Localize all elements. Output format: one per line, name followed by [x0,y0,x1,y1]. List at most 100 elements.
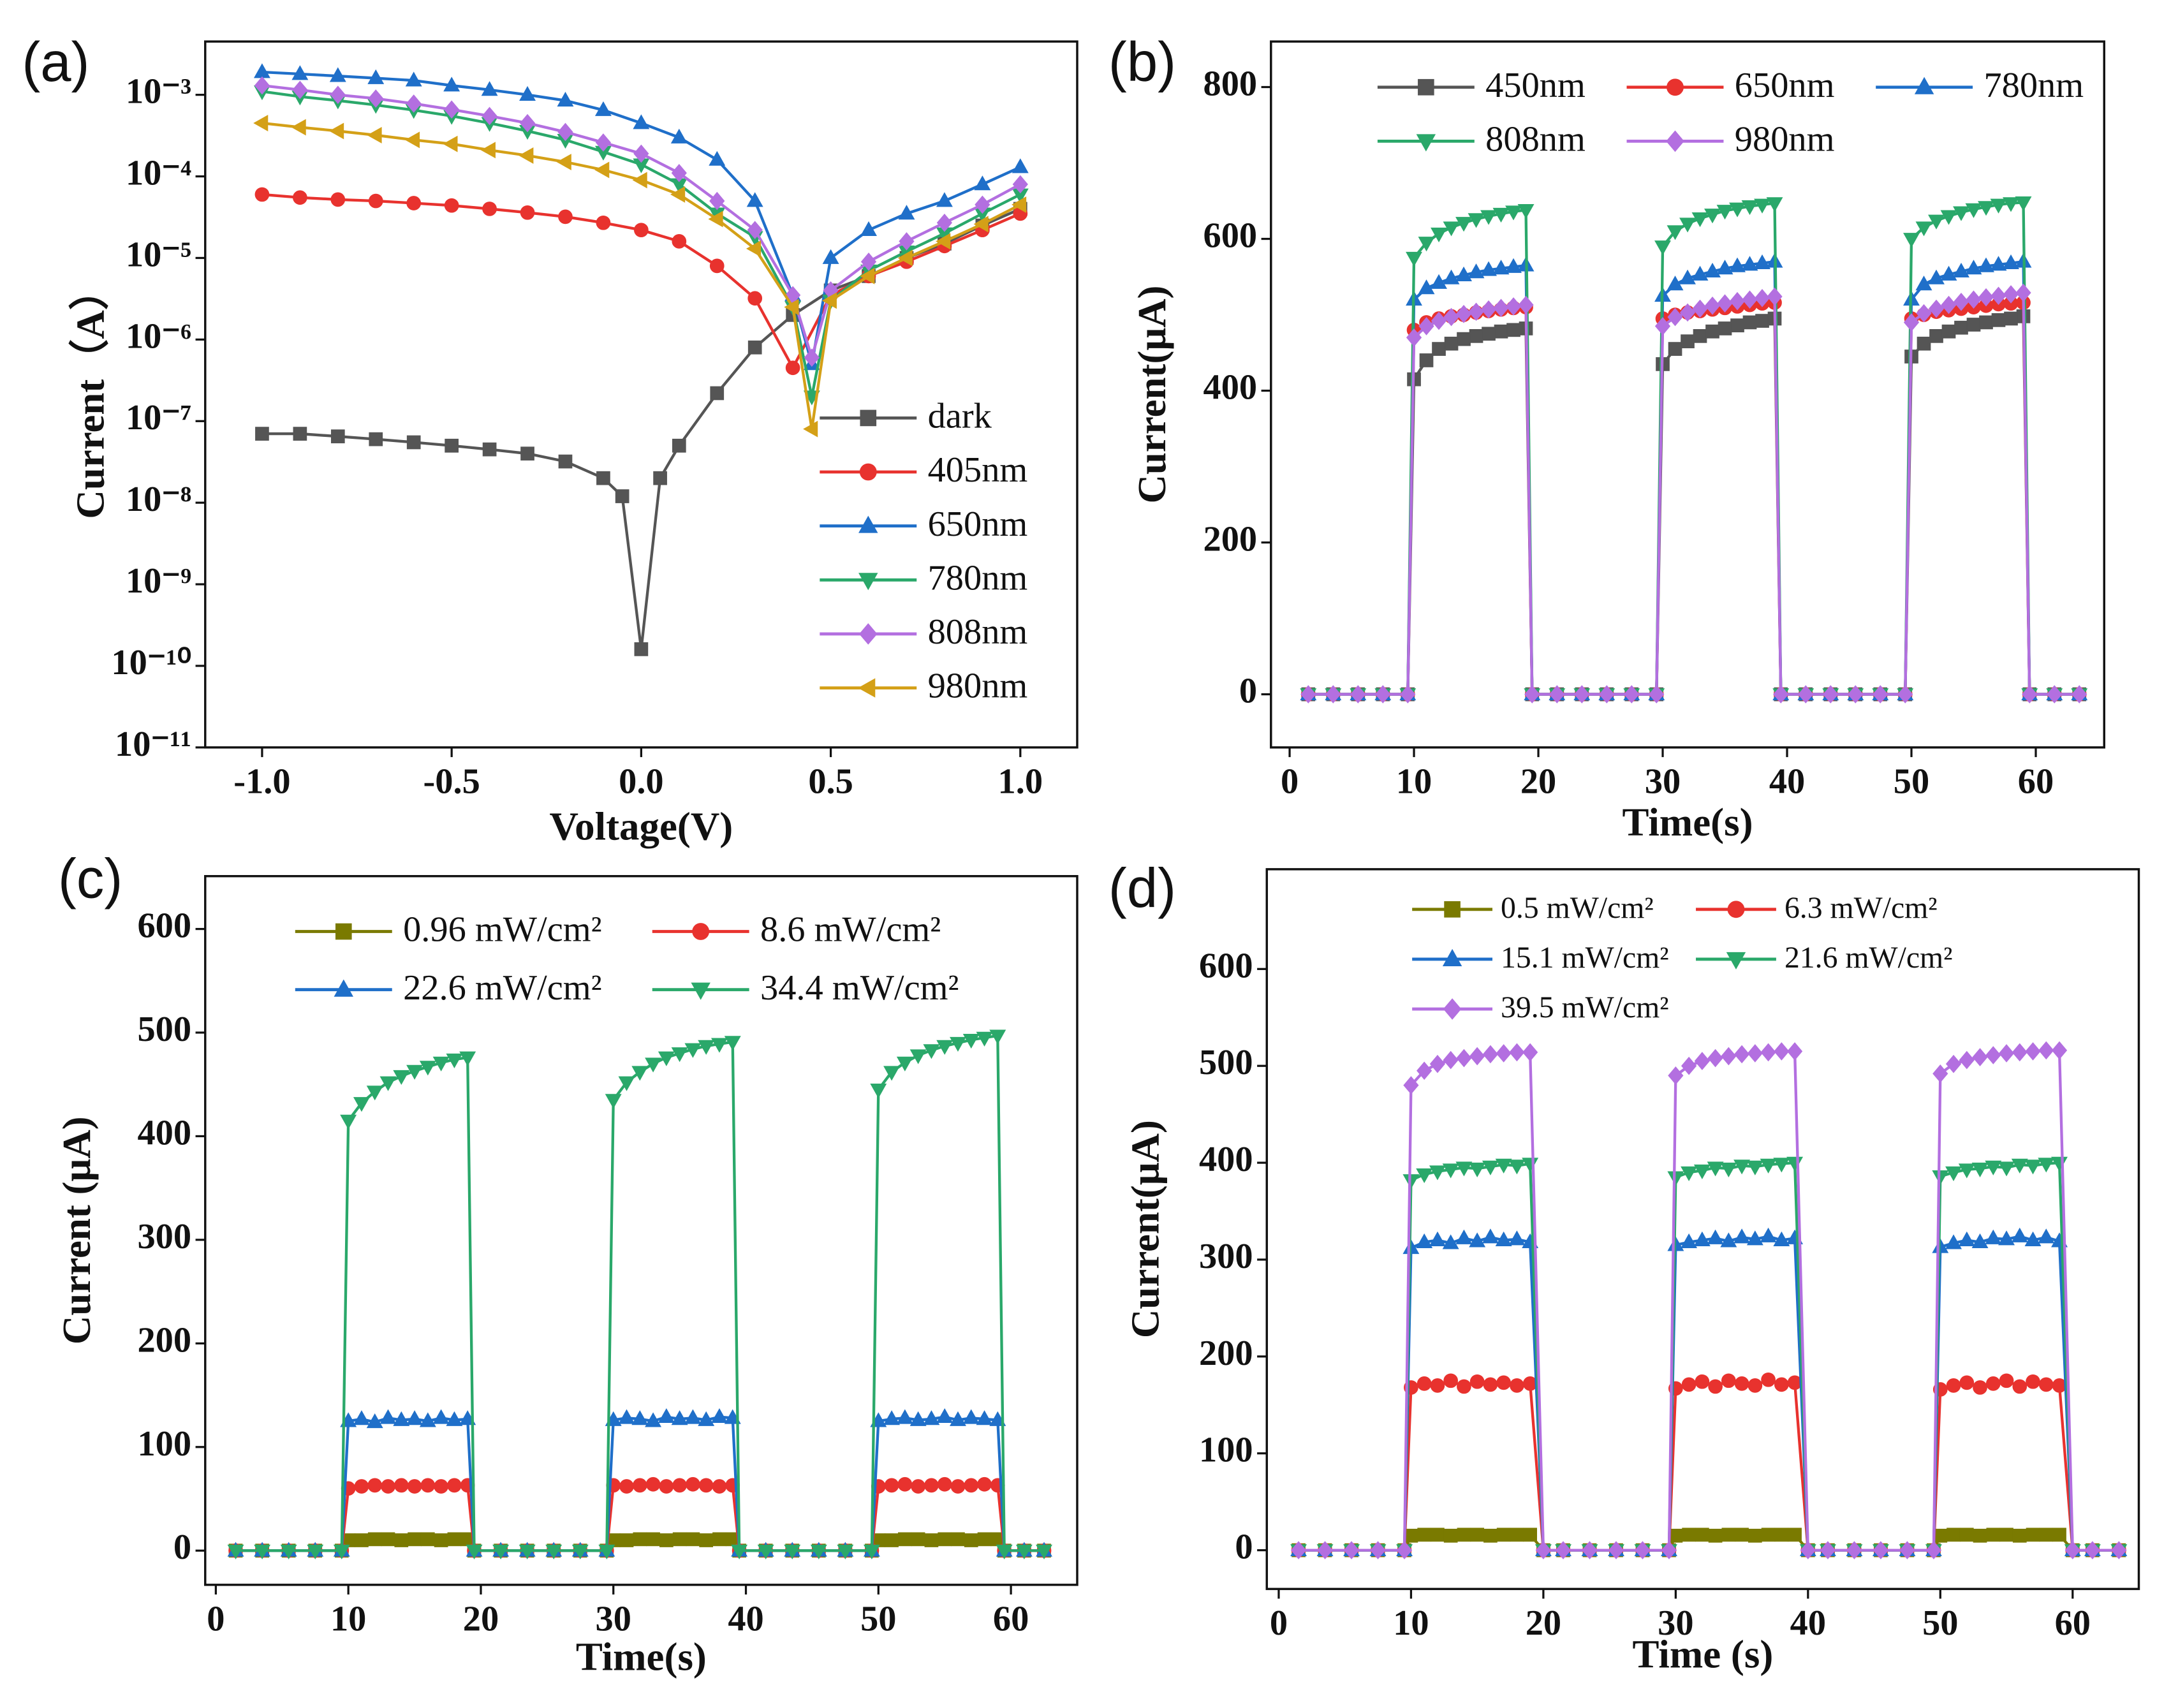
legend-label: 39.5 mW/cm² [1501,990,1669,1024]
data-point [2111,1541,2127,1559]
data-point [354,1479,369,1494]
data-point [1973,1380,1987,1395]
data-point [253,115,269,131]
data-point [1773,1231,1790,1246]
data-point [1945,1166,1962,1182]
data-point [1734,1376,1749,1391]
data-point [2047,685,2063,703]
data-point [672,1478,687,1493]
y-tick-label: 200 [1199,1334,1253,1373]
data-point [1574,685,1590,703]
data-point [407,1479,422,1494]
data-point [466,1544,483,1560]
data-point [1766,197,1783,212]
y-tick-label: 600 [1199,946,1253,985]
data-point [558,454,573,469]
legend-label: 808nm [928,612,1028,652]
x-axis-label: Time(s) [1622,800,1753,844]
data-point [1941,295,1957,314]
data-point [434,1479,448,1494]
data-point [1693,329,1707,343]
data-point [394,1478,409,1493]
x-axis-label: Time (s) [1633,1631,1774,1676]
data-point [1555,1541,1571,1559]
data-point [1717,294,1733,313]
data-point [1716,205,1733,220]
data-point [936,1040,953,1055]
series-line [1299,1161,2119,1552]
data-point [746,240,762,257]
data-point [2038,1377,2054,1392]
data-point [1649,685,1665,703]
data-point [1492,260,1510,275]
data-point [1846,1541,1862,1559]
data-point [333,1544,350,1560]
data-point [896,1409,913,1424]
data-point [712,1532,726,1547]
legend-marker [1418,78,1434,96]
data-point [420,1478,436,1493]
y-tick-label: 400 [1203,368,1257,408]
data-point [936,213,953,232]
data-point [381,1479,395,1494]
data-point [1661,1541,1677,1559]
data-point [1668,1066,1684,1085]
data-point [1959,1050,1975,1070]
data-point [1972,1048,1988,1066]
x-tick-label: 0 [1281,762,1299,801]
data-point [1773,1158,1790,1173]
series-line [261,90,1021,397]
data-point [557,122,573,142]
x-tick-label: 50 [1922,1603,1958,1643]
legend-label: 780nm [1983,66,2084,105]
data-point [1496,1044,1512,1063]
x-tick-label: 60 [993,1599,1029,1638]
data-point [747,221,763,239]
data-point [1873,1541,1889,1559]
data-point [432,1409,450,1424]
data-point [670,186,686,203]
data-point [1455,266,1473,282]
data-point [1721,1047,1737,1066]
legend-label: 0.5 mW/cm² [1501,891,1654,925]
y-tick-label: 300 [1199,1237,1253,1276]
data-point [595,133,612,152]
data-point [1741,200,1758,216]
legend-marker [334,979,353,997]
data-point [480,142,496,159]
data-point [1693,1231,1711,1246]
data-point [950,1036,966,1052]
data-point [1483,1377,1498,1392]
data-point [1418,279,1435,295]
data-point [571,1544,589,1560]
data-point [447,1478,462,1493]
data-point [254,187,270,202]
data-point [731,1544,748,1560]
series-line [1299,1235,2119,1552]
data-point [340,1114,357,1130]
x-tick-label: 30 [1645,762,1681,801]
data-point [645,1057,662,1073]
data-point [710,386,725,401]
data-point [1442,1234,1459,1249]
data-point [909,1049,927,1064]
data-point [632,1478,647,1493]
data-point [254,1544,271,1560]
data-point [1965,260,1982,275]
y-tick-label: 400 [137,1113,191,1152]
data-point [1508,1230,1526,1246]
data-point [1705,324,1719,339]
data-point [1986,1528,2001,1542]
data-point [633,114,650,129]
data-point [1946,1378,1961,1393]
legend-marker [860,409,877,427]
data-point [1432,342,1446,356]
data-point [884,1478,899,1493]
data-point [1375,685,1391,703]
series-line [261,193,1021,371]
data-point [1509,1043,1525,1062]
data-point [1998,1044,2015,1063]
data-point [1015,1544,1033,1560]
data-point [1742,315,1757,330]
